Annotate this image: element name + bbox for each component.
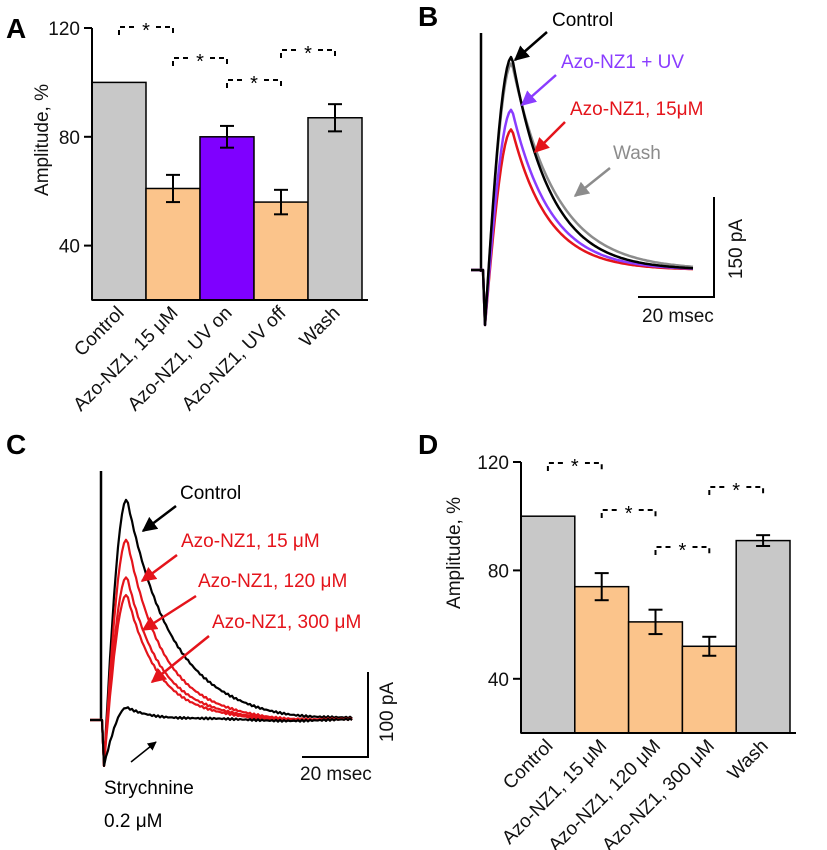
panel-c-arrow-120um [141, 594, 197, 632]
panel-d-error-bar-4 [756, 534, 771, 548]
panel-b-scale-bar [638, 197, 715, 298]
panel-a-significance-bracket-0: * [118, 17, 174, 42]
panel-c-scale-x-label: 20 msec [300, 764, 372, 785]
panel-c-label-15um: Azo-NZ1, 15 μM [181, 531, 320, 552]
panel-a-y-tick-label-2: 120 [48, 19, 80, 40]
panel-a-significance-star-1: * [196, 51, 204, 73]
panel-d-error-bar-1 [594, 572, 609, 602]
panel-b-traces: 20 msec 150 pA Control Azo-NZ1 + UV Azo-… [471, 10, 747, 327]
panel-d-bar-4 [735, 539, 791, 734]
panel-b-label-wash: Wash [613, 143, 661, 164]
panel-d-bar-2 [627, 621, 684, 734]
panel-a-significance-star-3: * [304, 43, 312, 65]
panel-c-label-120um: Azo-NZ1, 120 μM [198, 571, 347, 592]
panel-a-significance-bracket-1: * [172, 48, 228, 73]
panel-b-arrow-wash [573, 167, 611, 197]
panel-d-bar-1 [574, 585, 630, 734]
panel-c-traces: 20 msec 100 pA Control Azo-NZ1, 15 μM Az… [90, 471, 398, 832]
panel-b-label-control: Control [552, 10, 613, 31]
panel-a-bar-4 [307, 117, 363, 301]
panel-d-significance-bracket-3: * [708, 477, 765, 502]
panel-a-error-bar-1 [166, 173, 180, 204]
panel-c-label-strychnine: Strychnine [104, 778, 194, 799]
panel-a-error-bar-3 [274, 188, 288, 216]
panel-c-arrow-strychnine [130, 741, 157, 763]
panel-d-significance-star-3: * [732, 480, 740, 502]
panel-a-significance-bracket-3: * [280, 40, 336, 65]
panel-d-x-tick-label-4: Wash [724, 736, 773, 785]
panel-d-y-axis-label: Amplitude, % [444, 497, 465, 609]
panel-c-label-300um: Azo-NZ1, 300 μM [212, 612, 361, 633]
panel-d-bars [520, 515, 791, 734]
panel-d-y-tick-label-2: 120 [477, 453, 509, 474]
panel-c-arrow-control [141, 505, 177, 532]
panel-d-significance-bracket-2: * [654, 537, 711, 562]
panel-c-label-strychnine-conc: 0.2 μM [104, 811, 162, 832]
panel-a-significance-star-2: * [250, 73, 258, 95]
panel-c-trace-0 [90, 498, 353, 767]
panel-d-error-bar-2 [648, 608, 663, 636]
panel-c-scale-bar [302, 672, 369, 758]
panel-b-arrow-control [513, 31, 548, 61]
panel-b-arrow-15um [533, 121, 566, 154]
panel-c-trace-4 [90, 706, 353, 767]
panel-letter-d: D [418, 429, 438, 460]
panel-d-significance-star-2: * [679, 540, 687, 562]
panel-c-scale-y-label: 100 pA [377, 682, 398, 743]
panel-a-error-bar-4 [328, 103, 342, 133]
panel-c-arrow-300um [150, 635, 210, 683]
panel-d-error-bar-3 [702, 635, 717, 657]
panel-b-trace-3 [471, 55, 694, 327]
panel-d-significance-star-0: * [571, 456, 579, 478]
panel-letter-b: B [418, 1, 438, 32]
panel-b-scale-x-label: 20 msec [642, 306, 714, 327]
panel-b-arrow-uv [520, 74, 557, 106]
panel-d-y-tick-label-0: 40 [488, 670, 509, 691]
panel-a-y-tick-label-0: 40 [59, 237, 80, 258]
panel-b-label-15um: Azo-NZ1, 15μM [570, 99, 703, 120]
panel-d-significance-bracket-0: * [546, 453, 603, 478]
panel-c-arrow-15um [140, 553, 178, 583]
panel-d-y-tick-label-1: 80 [488, 561, 509, 582]
panel-d-bar-0 [520, 515, 576, 734]
panel-a-bars [91, 81, 363, 301]
panel-b-scale-y-label: 150 pA [726, 219, 747, 280]
panel-letter-c: C [6, 429, 26, 460]
panel-a-significance-star-0: * [142, 20, 150, 42]
panel-a-x-tick-label-4: Wash [296, 303, 345, 352]
panel-a-bar-0 [91, 81, 147, 301]
panel-a-error-bar-2 [220, 124, 234, 149]
panel-a-y-tick-label-1: 80 [59, 128, 80, 149]
panel-a-bar-3 [253, 201, 309, 301]
panel-d-significance-star-1: * [625, 503, 633, 525]
panel-a-bar-1 [145, 187, 201, 301]
panel-c-trace-lines [90, 498, 353, 767]
panel-c-label-control: Control [180, 483, 241, 504]
panel-letter-a: A [6, 13, 26, 44]
panel-a-significance-bracket-2: * [226, 70, 282, 95]
panel-d-bar-3 [681, 645, 737, 734]
panel-a-y-axis-label: Amplitude, % [32, 84, 53, 196]
panel-b-trace-lines [471, 55, 694, 327]
panel-b-label-uv: Azo-NZ1 + UV [561, 52, 684, 73]
panel-a-bar-2 [199, 136, 255, 301]
panel-d-significance-bracket-1: * [600, 500, 657, 525]
